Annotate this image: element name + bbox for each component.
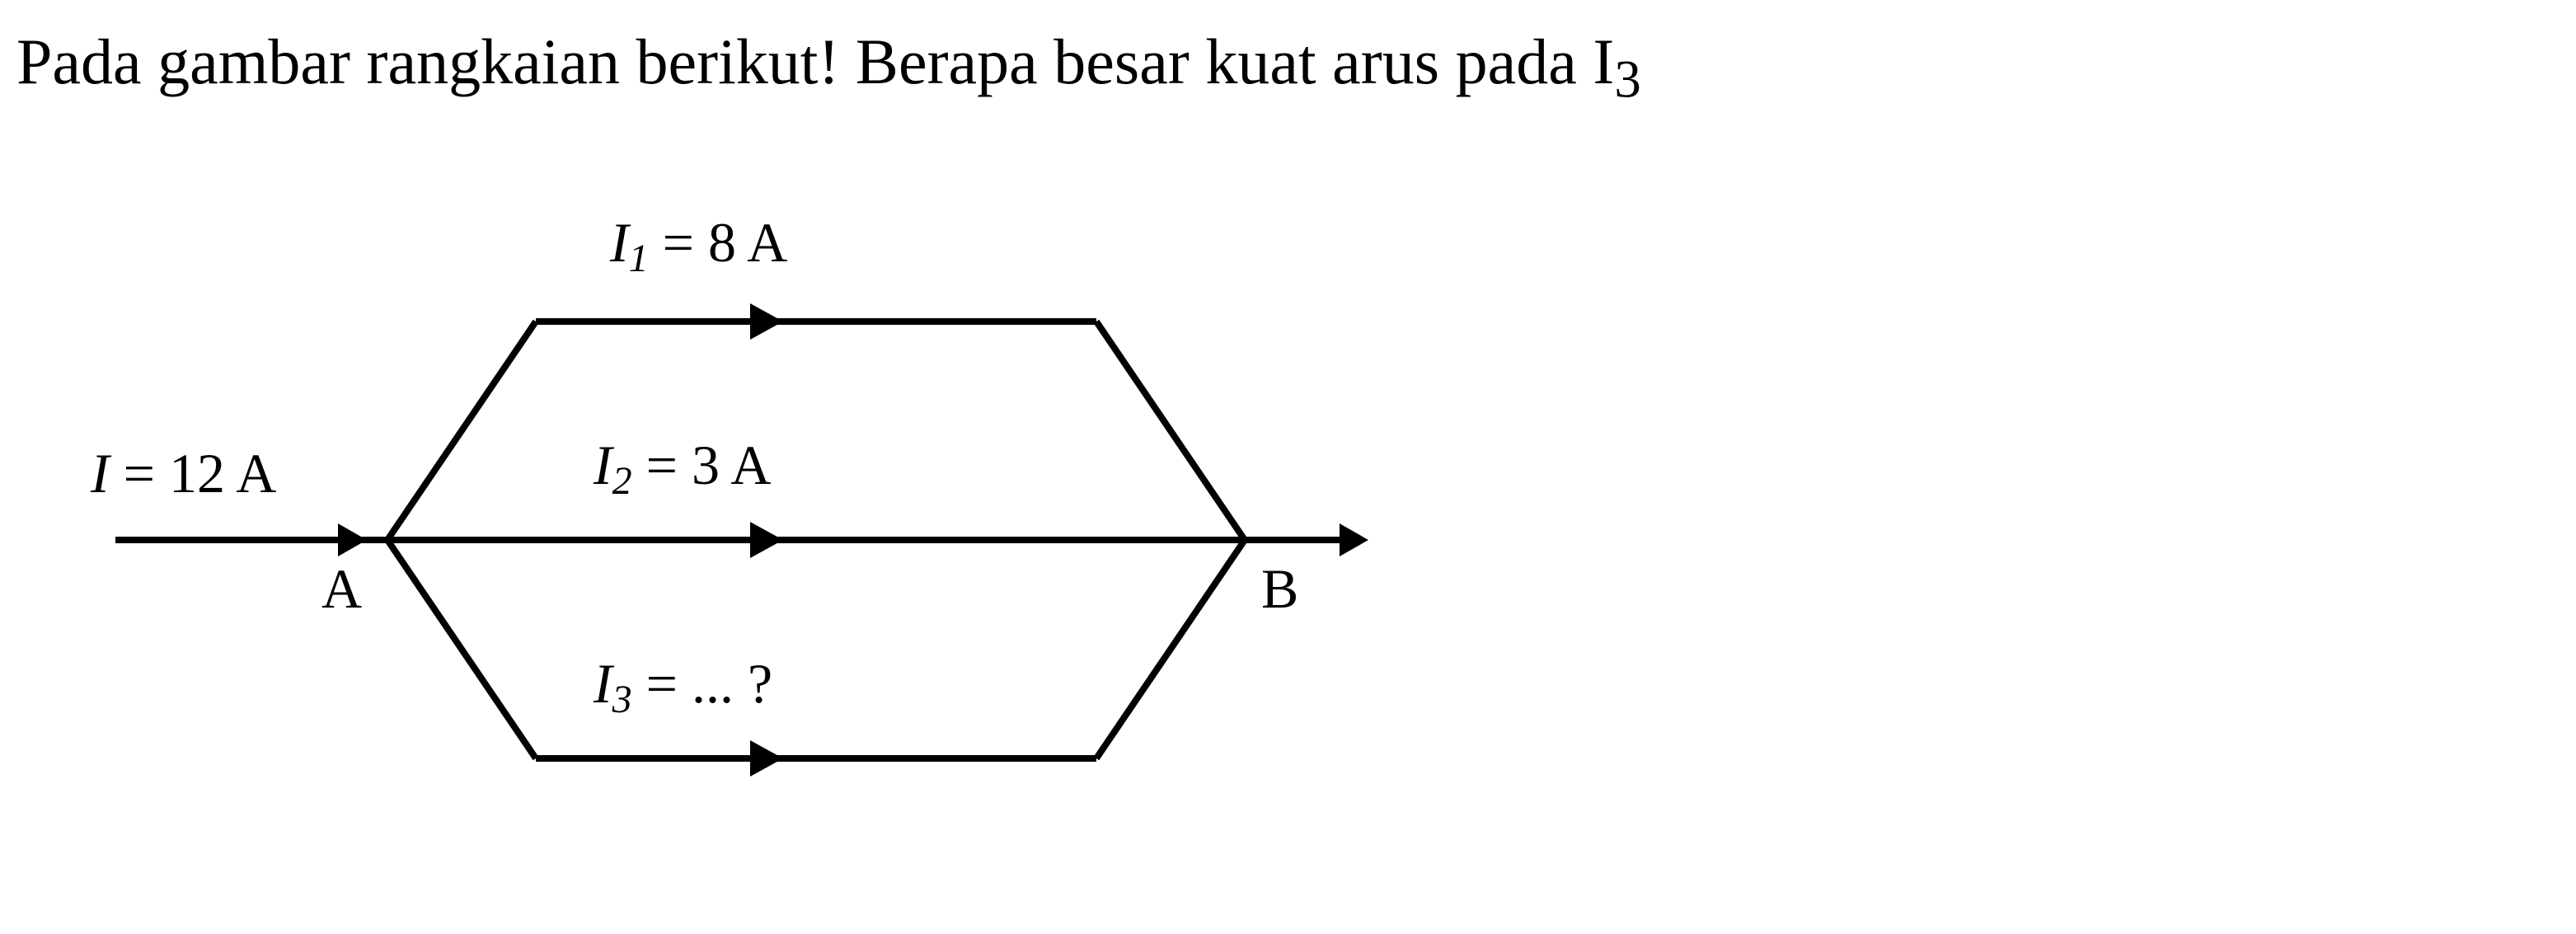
i2-symbol: I xyxy=(594,434,612,496)
input-current-value: = xyxy=(124,442,169,505)
node-a-label: A xyxy=(321,556,362,622)
branch-3-label: I3 = ... ? xyxy=(594,651,772,722)
i3-symbol: I xyxy=(594,652,612,715)
question-subscript: 3 xyxy=(1614,50,1641,110)
node-b-label: B xyxy=(1261,556,1298,622)
input-current-symbol: I xyxy=(91,442,110,505)
question-prefix: Pada gambar rangkaian berikut! Berapa be… xyxy=(16,26,1614,97)
i3-subscript: 3 xyxy=(612,678,632,721)
input-current-label: I = 12 A xyxy=(91,441,276,506)
branch-2-label: I2 = 3 A xyxy=(594,433,771,504)
circuit-diagram: I = 12 A A B I1 = 8 A I2 = 3 A I3 = ... … xyxy=(66,148,1467,907)
question-text: Pada gambar rangkaian berikut! Berapa be… xyxy=(16,25,1641,111)
i1-symbol: I xyxy=(610,211,629,274)
i2-subscript: 2 xyxy=(612,459,632,503)
branch-1-label: I1 = 8 A xyxy=(610,210,787,281)
i1-subscript: 1 xyxy=(629,237,649,280)
